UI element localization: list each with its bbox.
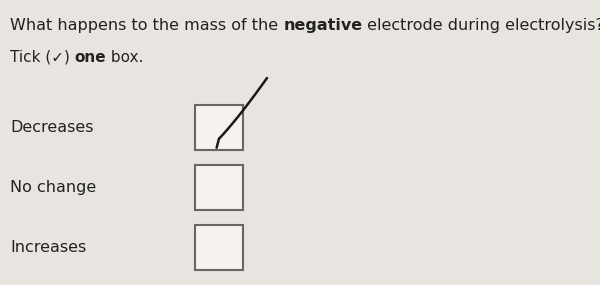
Text: negative: negative [283, 18, 362, 33]
Text: What happens to the mass of the: What happens to the mass of the [10, 18, 283, 33]
Text: Decreases: Decreases [10, 120, 94, 135]
Text: box.: box. [106, 50, 144, 65]
Text: Tick (✓): Tick (✓) [10, 50, 75, 65]
Bar [195, 225, 243, 270]
Bar [195, 105, 243, 150]
Bar [195, 165, 243, 210]
Text: one: one [75, 50, 106, 65]
Text: Increases: Increases [10, 240, 86, 255]
Text: No change: No change [10, 180, 96, 195]
Text: electrode during electrolysis?: electrode during electrolysis? [362, 18, 600, 33]
